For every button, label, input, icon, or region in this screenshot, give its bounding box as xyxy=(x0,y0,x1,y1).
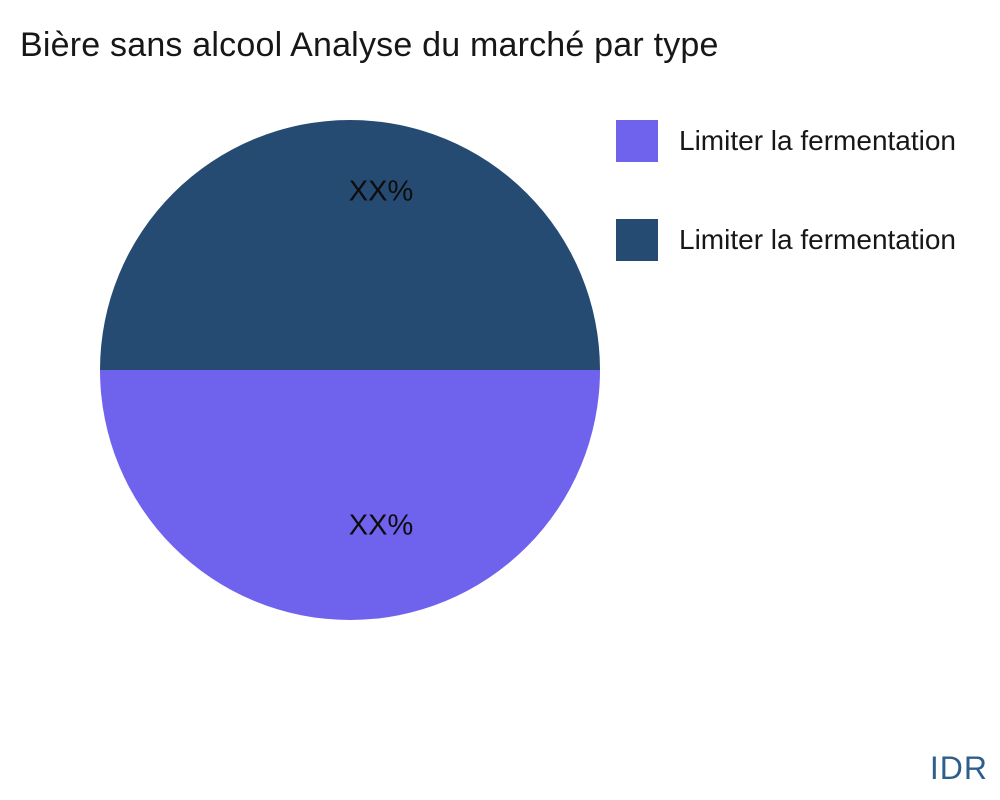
pie-slice-bottom[interactable] xyxy=(100,370,600,620)
legend-item-label: Limiter la fermentation xyxy=(679,125,957,156)
legend-swatch-icon xyxy=(616,219,658,261)
legend-swatch-icon xyxy=(616,120,658,162)
legend: Limiter la fermentation Limiter la ferme… xyxy=(616,120,1000,318)
pie-slice-top-percentage-label: XX% xyxy=(348,175,414,208)
pie-chart: XX% XX% xyxy=(100,120,600,620)
chart-title: Bière sans alcool Analyse du marché par … xyxy=(20,26,719,64)
brand-watermark: IDR xyxy=(929,750,988,786)
legend-item-2[interactable]: Limiter la fermentation xyxy=(616,219,1000,261)
pie-slice-bottom-percentage-label: XX% xyxy=(348,509,414,542)
legend-item-1[interactable]: Limiter la fermentation xyxy=(616,120,1000,162)
legend-item-label: Limiter la fermentation xyxy=(679,224,957,255)
pie-slice-top[interactable] xyxy=(100,120,600,370)
